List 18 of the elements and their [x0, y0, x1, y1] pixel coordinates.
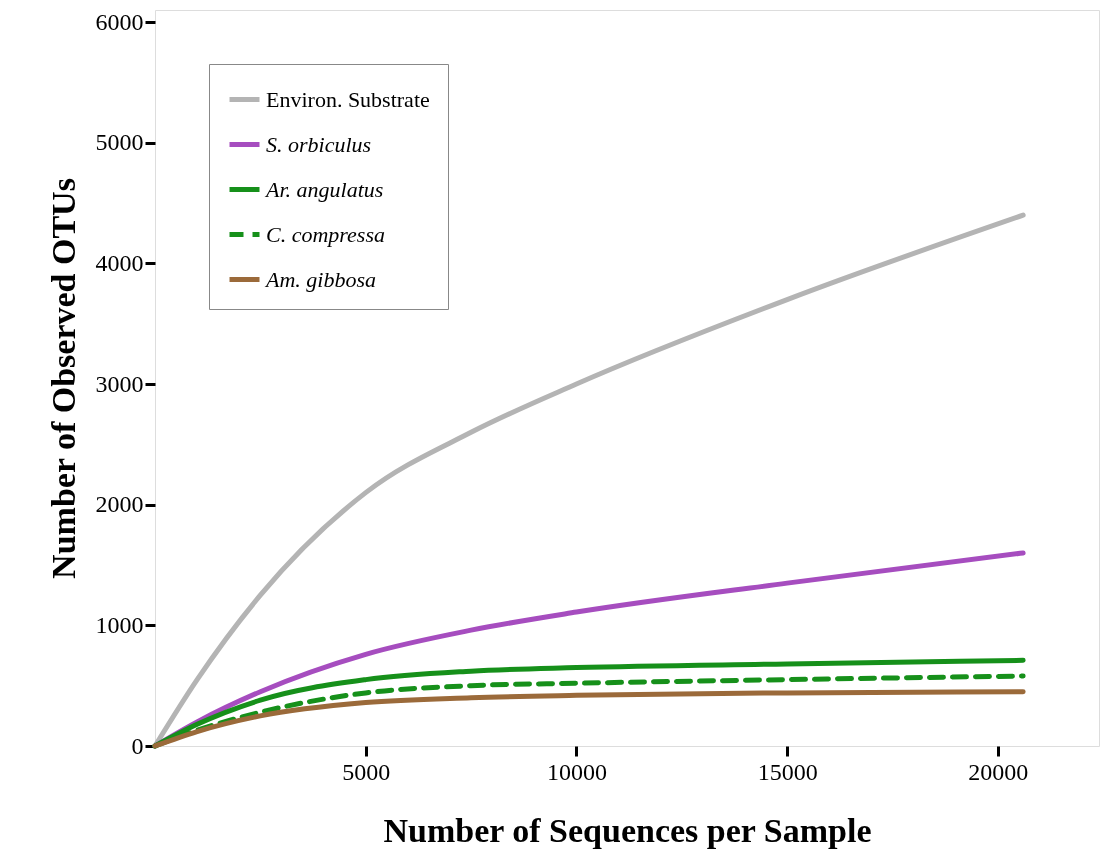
y-axis-title: Number of Observed OTUs [44, 178, 82, 579]
legend-label: S. orbiculus [266, 131, 372, 157]
y-tick-label: 1000 [95, 611, 144, 638]
x-axis-title: Number of Sequences per Sample [383, 811, 872, 849]
x-tick-label: 20000 [968, 758, 1029, 785]
x-tick-label: 5000 [342, 758, 391, 785]
y-tick-label: 6000 [95, 8, 144, 35]
legend-label: Environ. Substrate [266, 86, 430, 112]
x-tick-label: 15000 [757, 758, 818, 785]
y-tick-label: 4000 [95, 249, 144, 276]
y-tick-label: 5000 [95, 129, 144, 156]
legend-label: Am. gibbosa [264, 266, 376, 292]
x-tick-label: 10000 [546, 758, 607, 785]
legend-label: Ar. angulatus [264, 176, 384, 202]
y-tick-label: 0 [131, 732, 144, 759]
y-tick-label: 2000 [95, 491, 144, 518]
legend-label: C. compressa [266, 221, 385, 247]
y-tick-label: 3000 [95, 370, 144, 397]
